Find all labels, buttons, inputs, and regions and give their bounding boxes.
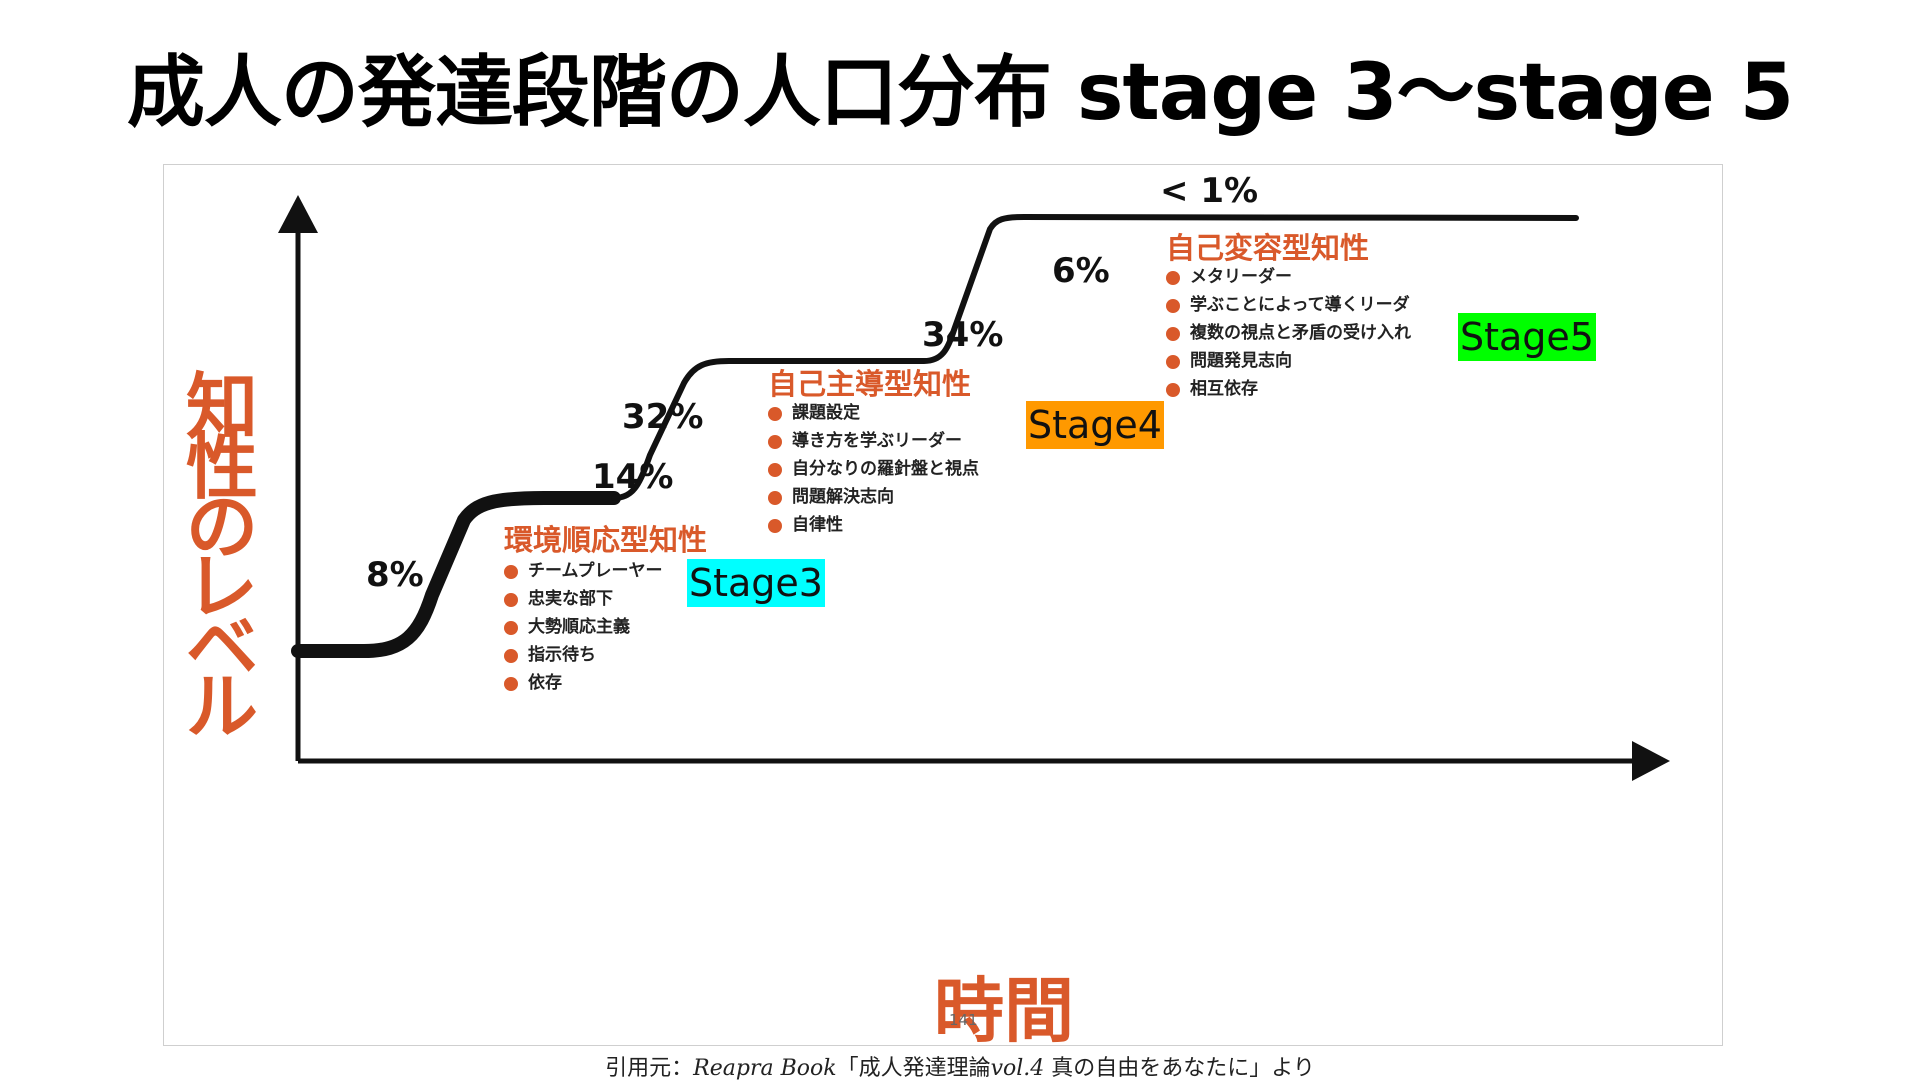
stage4-heading: 自己主導型知性 bbox=[768, 367, 972, 401]
bullet-dot-icon bbox=[1166, 327, 1180, 341]
x-axis-arrow bbox=[1632, 741, 1670, 781]
bullet-dot-icon bbox=[1166, 383, 1180, 397]
stage3-tag: Stage3 bbox=[687, 559, 825, 607]
citation-title-rest: 真の自由をあなたに」より bbox=[1044, 1056, 1315, 1081]
list-item: 相互依存 bbox=[1166, 375, 1411, 403]
y-axis-char: ル bbox=[185, 665, 258, 749]
stage5-tag: Stage5 bbox=[1458, 313, 1596, 361]
growth-curve-upper bbox=[611, 214, 1579, 501]
list-item: メタリーダー bbox=[1166, 263, 1411, 291]
stage4-bullet-list: 課題設定 導き方を学ぶリーダー 自分なりの羅針盤と視点 問題解決志向 自律性 bbox=[768, 399, 979, 539]
citation-book: Reapra Book bbox=[693, 1056, 837, 1081]
list-item: 問題発見志向 bbox=[1166, 347, 1411, 375]
percent-14: 14% bbox=[592, 457, 674, 497]
bullet-dot-icon bbox=[768, 463, 782, 477]
list-item: 学ぶことによって導くリーダ bbox=[1166, 291, 1411, 319]
y-axis-char: ベ bbox=[185, 605, 258, 689]
y-axis-char: の bbox=[185, 485, 258, 569]
growth-curve-lower bbox=[291, 491, 621, 658]
list-item: 課題設定 bbox=[768, 399, 979, 427]
list-item: 自分なりの羅針盤と視点 bbox=[768, 455, 979, 483]
development-diagram: 知 性 の レ ベ ル 8% 14% 32% 34% 6% < 1% 環境順応型… bbox=[163, 164, 1723, 1046]
bullet-dot-icon bbox=[1166, 355, 1180, 369]
percent-34: 34% bbox=[922, 315, 1004, 355]
percent-under-1: < 1% bbox=[1160, 171, 1259, 211]
list-item: 問題解決志向 bbox=[768, 483, 979, 511]
stage4-tag: Stage4 bbox=[1026, 401, 1164, 449]
bullet-dot-icon bbox=[1166, 299, 1180, 313]
bullet-dot-icon bbox=[504, 621, 518, 635]
stage5-bullet-list: メタリーダー 学ぶことによって導くリーダ 複数の視点と矛盾の受け入れ 問題発見志… bbox=[1166, 263, 1411, 403]
y-axis-label: 知 性 の レ ベ ル bbox=[182, 365, 262, 749]
bullet-dot-icon bbox=[768, 435, 782, 449]
y-axis-arrow bbox=[278, 195, 318, 233]
bullet-dot-icon bbox=[768, 519, 782, 533]
y-axis-char: レ bbox=[185, 545, 258, 629]
bullet-dot-icon bbox=[1166, 271, 1180, 285]
bullet-dot-icon bbox=[768, 407, 782, 421]
citation-prefix: 引用元： bbox=[605, 1056, 694, 1081]
list-item: 依存 bbox=[504, 669, 662, 697]
y-axis-char: 性 bbox=[185, 425, 258, 509]
y-axis-char: 知 bbox=[185, 365, 258, 449]
list-item: 導き方を学ぶリーダー bbox=[768, 427, 979, 455]
stage3-heading: 環境順応型知性 bbox=[504, 523, 708, 557]
citation: 引用元：Reapra Book「成人発達理論vol.4 真の自由をあなたに」より bbox=[0, 1050, 1920, 1082]
bullet-dot-icon bbox=[504, 649, 518, 663]
citation-title-open: 「成人発達理論 bbox=[836, 1056, 991, 1081]
bullet-dot-icon bbox=[768, 491, 782, 505]
percent-8: 8% bbox=[366, 555, 424, 595]
slide-title: 成人の発達段階の人口分布 stage 3〜stage 5 bbox=[126, 48, 1794, 138]
stage3-bullet-list: チームプレーヤー 忠実な部下 大勢順応主義 指示待ち 依存 bbox=[504, 557, 662, 697]
diagram-graphics bbox=[278, 195, 1670, 781]
citation-volume: vol.4 bbox=[990, 1056, 1045, 1081]
bullet-dot-icon bbox=[504, 593, 518, 607]
list-item: 大勢順応主義 bbox=[504, 613, 662, 641]
list-item: 指示待ち bbox=[504, 641, 662, 669]
bullet-dot-icon bbox=[504, 565, 518, 579]
bullet-dot-icon bbox=[504, 677, 518, 691]
list-item: 忠実な部下 bbox=[504, 585, 662, 613]
percent-32: 32% bbox=[622, 397, 704, 437]
list-item: チームプレーヤー bbox=[504, 557, 662, 585]
stage5-heading: 自己変容型知性 bbox=[1166, 231, 1370, 265]
x-axis-label: 時間 bbox=[934, 970, 1074, 1046]
list-item: 複数の視点と矛盾の受け入れ bbox=[1166, 319, 1411, 347]
page-number: 141 bbox=[949, 1011, 978, 1029]
percent-6: 6% bbox=[1052, 251, 1110, 291]
list-item: 自律性 bbox=[768, 511, 979, 539]
